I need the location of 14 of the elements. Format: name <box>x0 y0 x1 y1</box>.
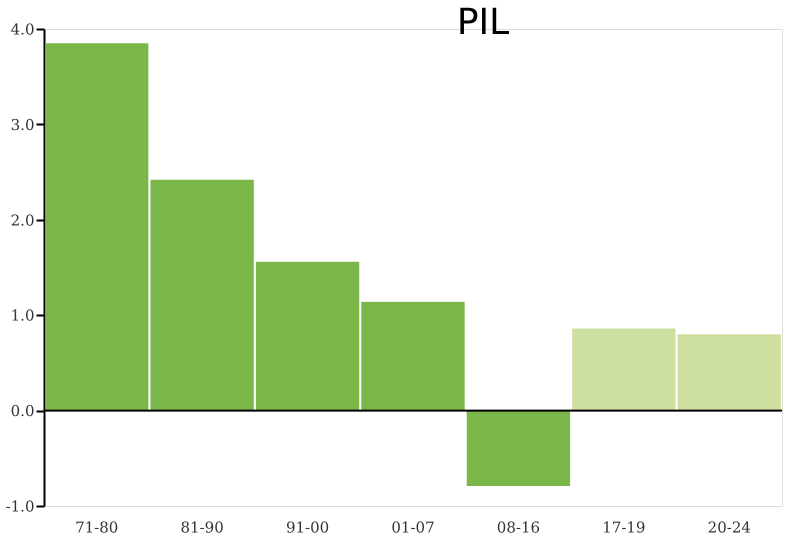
x-tick-label: 20-24 <box>708 518 751 536</box>
x-tick-label: 01-07 <box>391 518 435 536</box>
y-tick-label: 1.0 <box>10 306 34 325</box>
x-tick-label: 81-90 <box>180 518 224 536</box>
y-tick-label: -1.0 <box>6 498 34 516</box>
x-tick-label: 17-19 <box>602 518 646 536</box>
y-tick-label: 4.0 <box>10 20 34 38</box>
y-tick-label: 2.0 <box>10 211 34 230</box>
x-tick-label: 91-00 <box>286 518 330 536</box>
chart-title: PIL <box>456 2 510 43</box>
y-tick-label: 0.0 <box>10 402 34 420</box>
x-tick-label: 08-16 <box>496 518 540 536</box>
x-tick-label: 71-80 <box>75 518 118 536</box>
y-tick-label: 3.0 <box>10 116 34 134</box>
